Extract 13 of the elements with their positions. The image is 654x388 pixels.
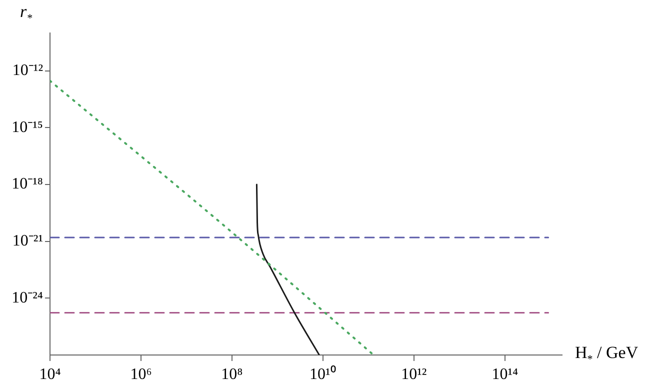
y-axis-title: r$_{*}$ [20,2,32,24]
x-tick-label: 10¹⁴ [492,366,519,383]
y-tick-label: 10⁻²⁴ [12,289,44,306]
y-tick-label: 10⁻²¹ [12,232,44,250]
x-tick-label: 10¹⁰ [310,364,336,383]
x-tick-label: 10⁸ [221,366,243,383]
x-tick-label: 10¹² [401,366,427,383]
y-tick-label: 10⁻¹⁵ [12,118,43,136]
x-tick-label: 10⁴ [39,366,62,383]
y-tick-label: 10⁻¹² [12,62,44,80]
y-tick-label: 10⁻¹⁸ [12,176,43,193]
x-tick-label: 10⁶ [130,366,152,383]
x-axis-title: H$_{*}$ / GeV [575,343,638,366]
